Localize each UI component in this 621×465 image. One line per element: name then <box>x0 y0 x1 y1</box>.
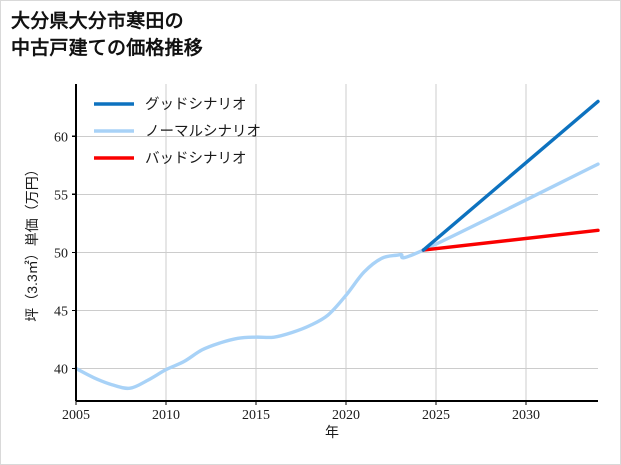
x-axis-title: 年 <box>325 424 339 440</box>
y-tick-label-40: 40 <box>54 362 68 377</box>
series-line-good <box>421 99 600 252</box>
x-tick-label-2010: 2010 <box>152 408 180 423</box>
y-tick-label-50: 50 <box>54 246 68 261</box>
series-lines <box>74 99 600 391</box>
legend-label-0: グッドシナリオ <box>145 96 247 113</box>
x-tick-label-2005: 2005 <box>62 408 90 423</box>
page-title: 大分県大分市寒田の 中古戸建ての価格推移 <box>11 11 204 59</box>
x-tick-label-2025: 2025 <box>422 408 450 423</box>
legend-label-1: ノーマルシナリオ <box>145 124 261 140</box>
x-tick-label-2020: 2020 <box>332 408 360 423</box>
series-line-normal <box>74 162 600 391</box>
legend-label-2: バッドシナリオ <box>145 151 247 167</box>
y-tick-label-45: 45 <box>54 304 68 319</box>
y-axis-title: 坪（3.3㎡）単価（万円） <box>24 162 40 321</box>
x-tick-label-2015: 2015 <box>242 408 270 423</box>
y-axis-ticks: 40 45 50 55 60 <box>54 130 76 377</box>
y-tick-label-55: 55 <box>54 188 68 203</box>
series-line-bad <box>421 228 600 252</box>
y-tick-label-60: 60 <box>54 130 68 145</box>
x-axis-ticks: 2005 2010 2015 2020 2025 2030 <box>62 401 540 423</box>
x-tick-label-2030: 2030 <box>512 408 540 423</box>
